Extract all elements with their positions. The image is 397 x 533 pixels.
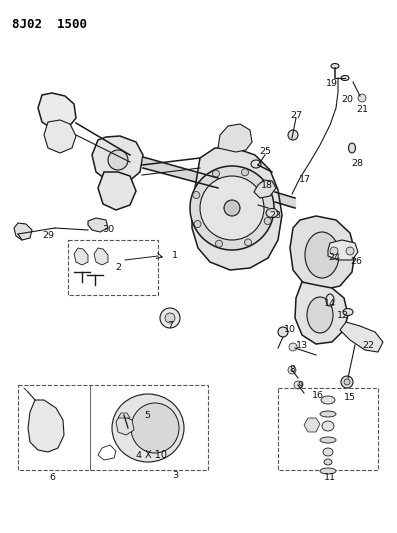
Ellipse shape [323,448,333,456]
Polygon shape [328,240,358,260]
Text: 8J02  1500: 8J02 1500 [12,18,87,31]
Ellipse shape [307,297,333,333]
Circle shape [224,200,240,216]
Ellipse shape [326,294,334,306]
Text: 20: 20 [341,95,353,104]
Circle shape [212,170,220,177]
Text: 30: 30 [102,225,114,235]
Text: 13: 13 [296,341,308,350]
Circle shape [241,169,249,176]
Polygon shape [116,415,134,435]
Polygon shape [44,120,76,153]
Circle shape [330,247,338,255]
Circle shape [341,376,353,388]
Ellipse shape [320,437,336,443]
Circle shape [245,239,252,246]
Ellipse shape [343,309,353,316]
Text: 7: 7 [167,320,173,329]
Text: 9: 9 [297,381,303,390]
Circle shape [358,94,366,102]
Text: 12: 12 [337,311,349,319]
Ellipse shape [322,421,334,431]
Text: 11: 11 [324,473,336,482]
Text: 24: 24 [328,254,340,262]
Circle shape [216,240,222,247]
Ellipse shape [112,394,184,462]
Text: 29: 29 [42,231,54,240]
Text: 21: 21 [356,106,368,115]
Text: 1: 1 [172,251,178,260]
Circle shape [190,166,274,250]
Text: 16: 16 [312,391,324,400]
Polygon shape [118,413,130,418]
Polygon shape [88,218,108,232]
Circle shape [160,308,180,328]
Ellipse shape [341,76,349,80]
Polygon shape [14,223,32,240]
Text: 8: 8 [289,366,295,375]
Text: 17: 17 [299,175,311,184]
Polygon shape [94,248,108,265]
Text: 15: 15 [344,393,356,402]
Polygon shape [304,418,320,432]
Text: 14: 14 [324,298,336,308]
Ellipse shape [131,403,179,453]
Polygon shape [340,322,383,352]
Text: X 10: X 10 [145,450,167,460]
Text: 22: 22 [362,341,374,350]
Ellipse shape [320,468,336,474]
Circle shape [288,130,298,140]
Circle shape [193,191,200,198]
Polygon shape [254,180,276,198]
Circle shape [289,343,297,351]
Text: 2: 2 [115,263,121,272]
Ellipse shape [251,160,261,168]
Polygon shape [192,148,282,270]
Circle shape [108,150,128,170]
Polygon shape [38,93,76,130]
Ellipse shape [321,396,335,404]
Polygon shape [98,172,136,210]
Circle shape [263,189,270,196]
Text: 10: 10 [284,326,296,335]
Ellipse shape [324,459,332,465]
Text: 26: 26 [350,257,362,266]
Circle shape [264,217,271,224]
Circle shape [294,381,302,389]
Polygon shape [295,282,348,344]
Circle shape [200,176,264,240]
Text: 4: 4 [135,450,141,459]
Text: 18: 18 [261,182,273,190]
Polygon shape [92,136,143,182]
Polygon shape [218,124,252,152]
Text: 28: 28 [351,158,363,167]
Text: 27: 27 [290,110,302,119]
Text: 6: 6 [49,473,55,482]
Circle shape [344,379,350,385]
Ellipse shape [305,232,339,278]
Text: 5: 5 [144,410,150,419]
Circle shape [194,221,201,228]
Text: 25: 25 [259,148,271,157]
Polygon shape [74,248,88,265]
Circle shape [165,313,175,323]
Circle shape [288,366,296,374]
Ellipse shape [349,143,355,153]
Text: 23: 23 [269,211,281,220]
Ellipse shape [331,63,339,69]
Text: 3: 3 [172,471,178,480]
Ellipse shape [320,411,336,417]
Polygon shape [28,400,64,452]
Text: 19: 19 [326,78,338,87]
Circle shape [346,247,354,255]
Polygon shape [290,216,355,290]
Circle shape [278,327,288,337]
Ellipse shape [266,208,278,217]
